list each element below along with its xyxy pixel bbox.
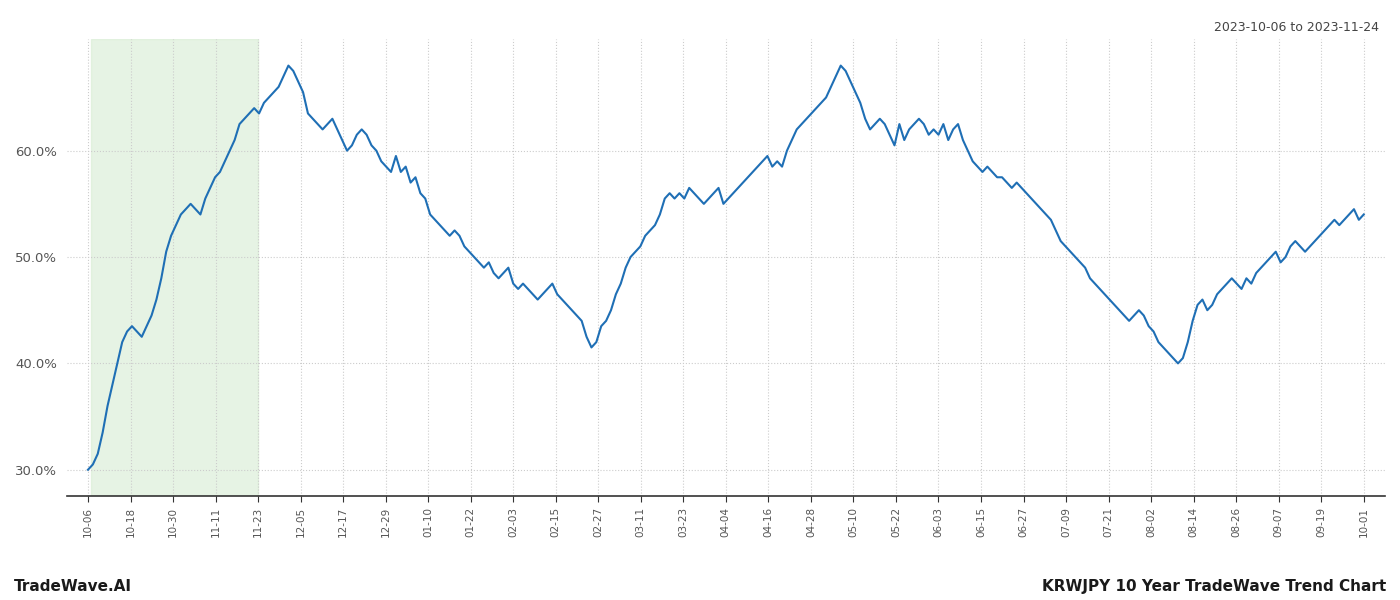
Bar bbox=[91, 39, 258, 496]
Text: KRWJPY 10 Year TradeWave Trend Chart: KRWJPY 10 Year TradeWave Trend Chart bbox=[1042, 579, 1386, 594]
Text: 2023-10-06 to 2023-11-24: 2023-10-06 to 2023-11-24 bbox=[1214, 21, 1379, 34]
Text: TradeWave.AI: TradeWave.AI bbox=[14, 579, 132, 594]
